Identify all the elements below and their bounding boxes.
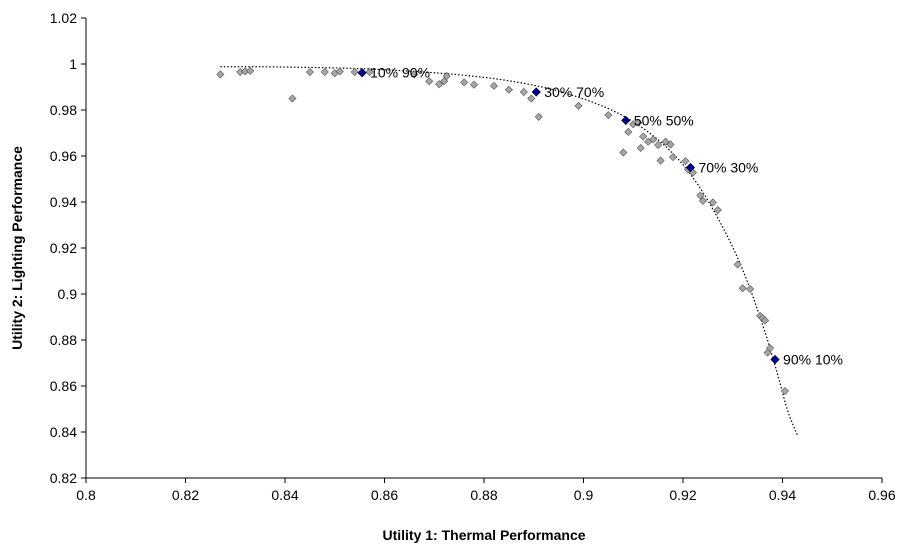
point-annotations: 10% 90% 30% 70% 50% 50% 70% 30% 90% 10% [370,65,843,368]
point-label: 90% 10% [783,352,843,368]
point-label: 70% 30% [698,160,758,176]
data-point [216,70,225,79]
data-point [425,77,434,86]
data-point [649,135,658,144]
y-tick-label: 0.98 [50,102,77,118]
trendline [220,66,798,436]
data-point [656,156,665,165]
data-point [442,71,451,80]
point-label: 50% 50% [634,112,694,128]
x-tick-label: 0.8 [76,487,96,503]
x-axis-ticks: 0.8 0.82 0.84 0.86 0.88 0.9 0.92 0.94 0.96 [76,478,896,503]
data-point [470,80,479,89]
y-axis-title: Utility 2: Lighting Performance [9,146,25,350]
data-point [654,140,663,149]
data-point [410,70,419,79]
data-point [604,111,613,120]
data-point [698,196,707,205]
y-tick-label: 0.96 [50,148,77,164]
data-point [246,66,255,75]
x-tick-label: 0.94 [769,487,796,503]
data-point [365,68,374,77]
highlighted-data-point [531,87,541,97]
data-point [435,80,444,89]
data-point [350,68,359,77]
data-point [681,157,690,166]
x-tick-label: 0.84 [271,487,298,503]
data-point [713,206,722,215]
data-point [733,260,742,269]
highlighted-data-point [685,162,696,173]
y-tick-label: 1.02 [50,10,77,26]
x-tick-label: 0.96 [868,487,895,503]
data-point [489,81,498,90]
x-tick-label: 0.9 [574,487,594,503]
data-point [335,67,344,76]
data-points [216,66,790,396]
data-point [288,94,297,103]
x-axis-title: Utility 1: Thermal Performance [382,527,585,543]
y-tick-label: 0.82 [50,470,77,486]
data-point [634,118,643,127]
data-point [766,344,775,353]
highlighted-data-point [621,115,631,125]
point-label: 30% 70% [544,84,604,100]
data-point [305,68,314,77]
y-tick-label: 0.9 [58,286,78,302]
data-point [636,143,645,152]
y-tick-label: 0.84 [50,424,77,440]
data-point [639,132,648,141]
x-tick-label: 0.88 [470,487,497,503]
y-axis-ticks: 0.82 0.84 0.86 0.88 0.9 0.92 0.94 0.96 0.98 1 1.02 [50,10,86,486]
x-tick-label: 0.92 [669,487,696,503]
highlighted-data-point [770,354,780,365]
data-point [661,137,670,146]
data-point [619,148,628,157]
data-point [574,101,583,110]
y-tick-label: 0.92 [50,240,77,256]
point-label: 10% 90% [370,65,430,81]
y-tick-label: 1 [69,56,77,72]
highlighted-data-point [357,68,367,78]
data-point [780,387,790,396]
data-point [504,85,513,94]
data-point [738,284,747,293]
data-point [624,127,633,136]
data-point [519,88,528,97]
x-tick-label: 0.82 [172,487,199,503]
data-point [696,191,705,200]
y-tick-label: 0.86 [50,378,77,394]
data-point [460,78,469,87]
data-point [440,77,449,86]
x-tick-label: 0.86 [371,487,398,503]
data-point [708,198,717,207]
data-point [666,140,675,149]
y-tick-label: 0.94 [50,194,77,210]
data-point [534,112,543,121]
data-point [320,68,329,77]
data-point [746,284,755,293]
y-tick-label: 0.88 [50,332,77,348]
data-point [669,153,678,162]
data-point [761,316,770,325]
data-point [527,94,536,103]
